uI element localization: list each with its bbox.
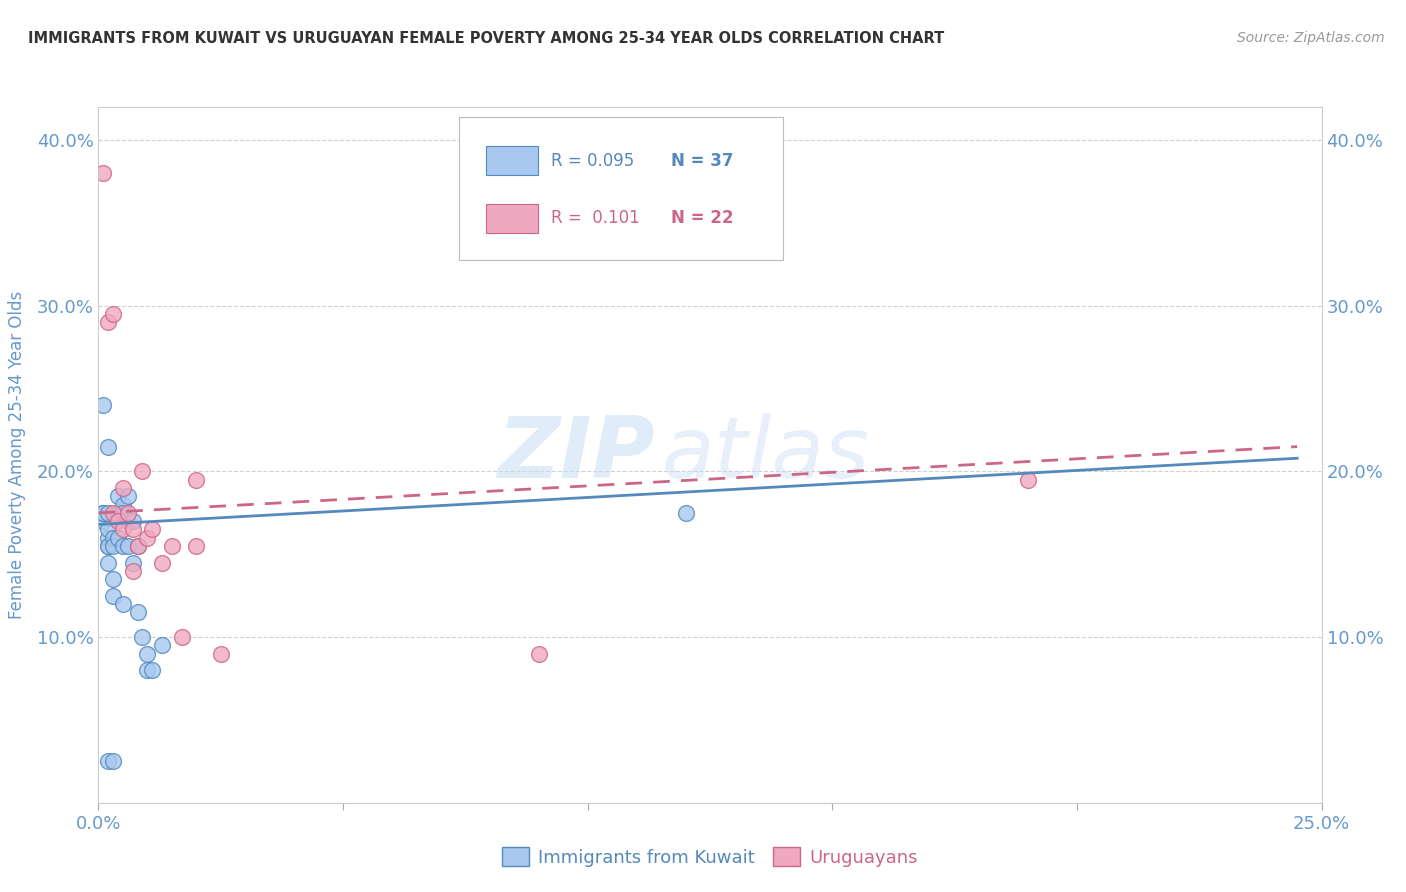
Point [170,630,193,644]
Point [209,647,232,661]
Point [107,489,129,503]
Point [131,630,153,644]
Point [101,506,124,520]
Y-axis label: Female Poverty Among 25-34 Year Olds: Female Poverty Among 25-34 Year Olds [7,291,25,619]
Point [150,556,173,570]
Point [101,531,124,545]
Point [121,523,143,537]
Point [91,506,114,520]
Text: IMMIGRANTS FROM KUWAIT VS URUGUAYAN FEMALE POVERTY AMONG 25-34 YEAR OLDS CORRELA: IMMIGRANTS FROM KUWAIT VS URUGUAYAN FEMA… [28,31,945,46]
Point [117,506,139,520]
Point [675,506,697,520]
Point [97,556,120,570]
Text: N = 22: N = 22 [671,210,734,227]
Point [111,506,134,520]
Point [91,166,114,180]
Point [136,663,159,677]
Point [117,489,139,503]
Point [97,506,120,520]
Point [136,647,159,661]
Point [131,465,153,479]
Point [136,531,159,545]
Point [127,605,149,619]
FancyBboxPatch shape [460,118,783,260]
Point [97,523,120,537]
Point [121,564,143,578]
Text: N = 37: N = 37 [671,152,734,169]
Point [117,539,139,553]
FancyBboxPatch shape [486,146,537,175]
Point [97,539,120,553]
Legend: Immigrants from Kuwait, Uruguayans: Immigrants from Kuwait, Uruguayans [495,840,925,874]
Point [107,531,129,545]
Point [141,663,163,677]
Point [160,539,183,553]
Point [101,589,124,603]
Point [101,307,124,321]
Text: R =  0.101: R = 0.101 [551,210,640,227]
Point [121,556,143,570]
Point [141,523,163,537]
Point [111,523,134,537]
Point [97,539,120,553]
Point [101,755,124,769]
Point [107,514,129,528]
Point [1017,473,1039,487]
Point [107,506,129,520]
Point [121,514,143,528]
Point [186,539,208,553]
Point [111,597,134,611]
Point [91,398,114,412]
Text: R = 0.095: R = 0.095 [551,152,634,169]
Text: Source: ZipAtlas.com: Source: ZipAtlas.com [1237,31,1385,45]
Point [101,539,124,553]
Point [127,539,149,553]
Point [91,506,114,520]
Point [91,514,114,528]
Point [186,473,208,487]
Point [97,440,120,454]
Text: atlas: atlas [661,413,869,497]
Point [111,539,134,553]
Point [97,755,120,769]
Text: ZIP: ZIP [498,413,655,497]
Point [101,572,124,586]
Point [150,639,173,653]
FancyBboxPatch shape [486,203,537,233]
Point [117,514,139,528]
Point [527,647,550,661]
Point [111,498,134,512]
Point [127,539,149,553]
Point [97,315,120,329]
Point [97,531,120,545]
Point [111,481,134,495]
